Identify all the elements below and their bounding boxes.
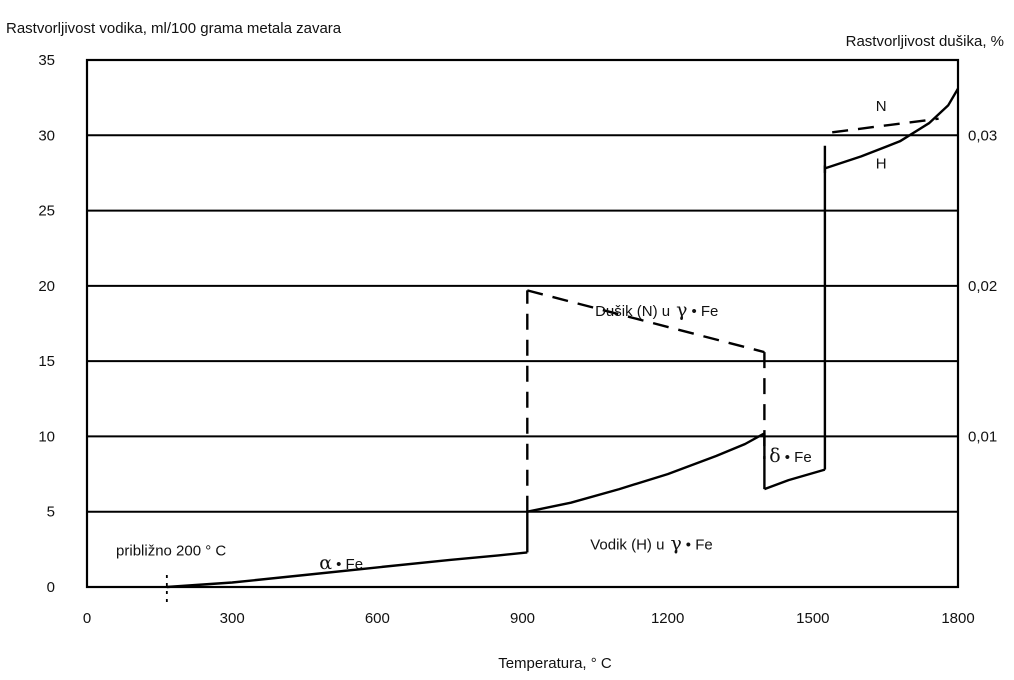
annotation-greek-symbol: γ xyxy=(670,532,681,554)
x-tick-label: 1800 xyxy=(941,610,974,627)
annotation-text: N xyxy=(876,98,887,115)
y-tick-label: 0 xyxy=(47,579,55,596)
annotation-label: približno 200 ° C xyxy=(116,542,226,559)
annotation-greek-symbol: γ xyxy=(676,299,687,321)
y-tick-label: 15 xyxy=(38,353,55,370)
series-segment xyxy=(824,87,960,170)
series-segment xyxy=(763,468,826,491)
annotation-suffix: • Fe xyxy=(336,556,363,573)
series-segment xyxy=(832,117,939,134)
annotation-suffix: • Fe xyxy=(691,303,718,320)
annotation-text: Dušik (N) u xyxy=(595,303,670,320)
annotation-label: δ • Fe xyxy=(769,445,811,467)
annotation-greek-symbol: δ xyxy=(769,445,780,467)
series-segment xyxy=(166,551,528,589)
y2-tick-label: 0,01 xyxy=(968,428,997,445)
annotation-suffix: • Fe xyxy=(785,449,812,466)
y-tick-label: 30 xyxy=(38,127,55,144)
annotation-greek-symbol: α xyxy=(319,552,332,574)
series-layer xyxy=(166,87,960,589)
y-tick-label: 5 xyxy=(47,504,55,521)
series-segment xyxy=(526,289,765,354)
x-tick-label: 0 xyxy=(83,610,91,627)
y-axis-title-left: Rastvorljivost vodika, ml/100 grama meta… xyxy=(6,20,342,37)
annotation-text: približno 200 ° C xyxy=(116,542,226,559)
series-nitrogen xyxy=(526,117,939,512)
annotation-label: Dušik (N) u γ • Fe xyxy=(595,299,718,321)
y-tick-label: 20 xyxy=(38,278,55,295)
x-tick-label: 1500 xyxy=(796,610,829,627)
y-tick-label: 10 xyxy=(38,428,55,445)
y-tick-label: 25 xyxy=(38,203,55,220)
x-tick-label: 1200 xyxy=(651,610,684,627)
annotation-label: H xyxy=(876,155,887,172)
y-axis-title-right: Rastvorljivost dušika, % xyxy=(846,33,1004,50)
annotation-label: Vodik (H) u γ • Fe xyxy=(590,532,713,554)
annotation-text: Vodik (H) u xyxy=(590,536,664,553)
annotation-text: H xyxy=(876,155,887,172)
plot-frame xyxy=(85,58,960,589)
y-tick-label: 35 xyxy=(38,52,55,69)
annotation-label: N xyxy=(876,98,887,115)
x-tick-label: 300 xyxy=(220,610,245,627)
series-hydrogen xyxy=(166,87,960,589)
series-segment xyxy=(527,432,765,513)
tick-labels: 0 5 10 15 20 25 30 35 0 300 600 900 1200 1500 1800 0,01… xyxy=(38,52,997,627)
x-tick-label: 900 xyxy=(510,610,535,627)
gridlines xyxy=(87,134,958,513)
y2-tick-label: 0,03 xyxy=(968,127,997,144)
annotation-label: α • Fe xyxy=(319,552,363,574)
y2-tick-label: 0,02 xyxy=(968,278,997,295)
x-axis-title: Temperatura, ° C xyxy=(498,655,612,672)
annotation-suffix: • Fe xyxy=(686,536,713,553)
x-tick-label: 600 xyxy=(365,610,390,627)
